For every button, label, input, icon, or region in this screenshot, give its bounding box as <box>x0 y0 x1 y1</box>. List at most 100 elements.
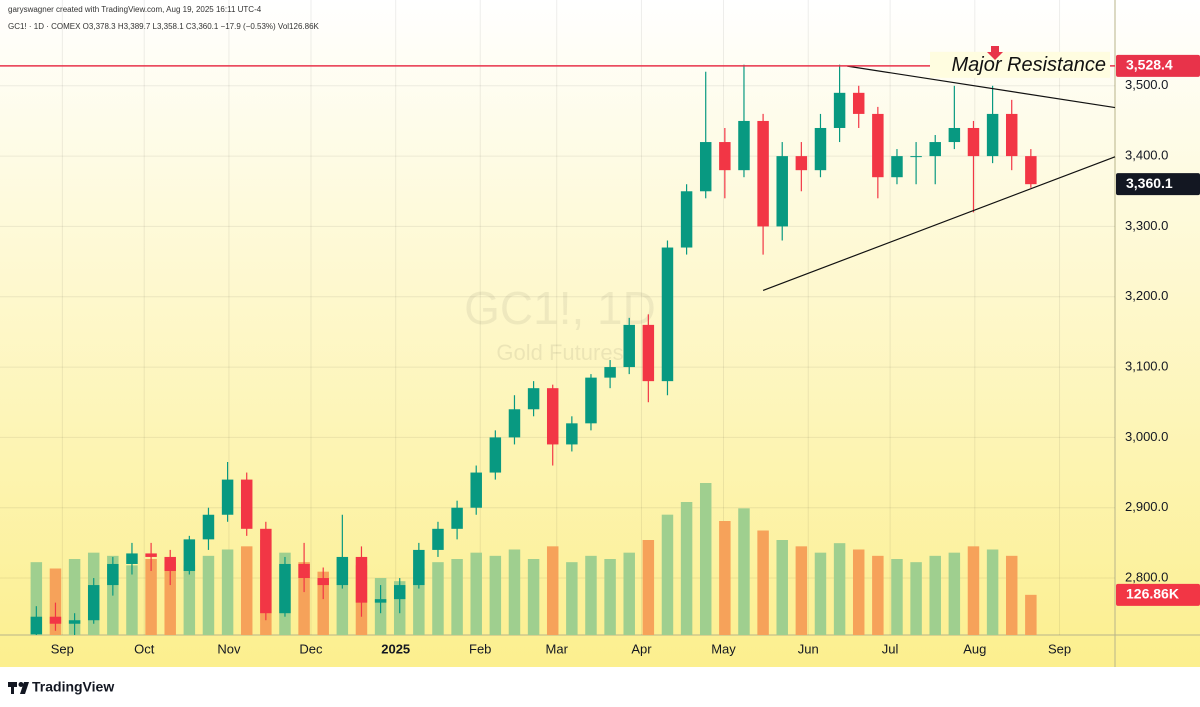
volume-bar <box>432 562 444 635</box>
volume-bar <box>68 559 81 635</box>
candle-body <box>910 156 922 158</box>
x-tick-label: Sep <box>1048 641 1071 656</box>
last-price-box <box>1116 173 1200 196</box>
y-tick-label: 2,800.0 <box>1125 569 1168 584</box>
volume-bar <box>776 540 788 635</box>
volume-bar <box>30 562 43 635</box>
candle-body <box>546 388 559 445</box>
candle-body <box>699 142 712 192</box>
volume-bar <box>126 565 138 635</box>
candle-body <box>413 549 425 586</box>
resistance-price-box <box>1116 54 1200 77</box>
volume-bar <box>164 562 176 635</box>
candle-body <box>451 507 463 529</box>
candle-body <box>279 563 291 614</box>
volume-bar <box>661 514 674 635</box>
volume-bar <box>240 546 253 635</box>
volume-bar <box>757 530 769 635</box>
volume-bar <box>795 546 808 635</box>
x-tick-label: Oct <box>134 641 155 656</box>
x-tick-label: 2025 <box>381 641 410 656</box>
candle-body <box>393 585 406 600</box>
volume-bar <box>585 555 597 635</box>
legend: GC1! · 1D · COMEX O3,378.3 H3,389.7 L3,3… <box>8 22 320 31</box>
volume-bar <box>145 559 157 635</box>
candles <box>30 64 1037 635</box>
candle-body <box>852 92 865 114</box>
volume-bar <box>929 555 941 635</box>
candle-body <box>757 120 769 227</box>
volume-bar <box>680 502 693 635</box>
y-tick-label: 2,900.0 <box>1125 499 1168 514</box>
annotation-box <box>930 51 1110 78</box>
y-tick-label: 3,500.0 <box>1125 77 1168 92</box>
x-tick-label: May <box>711 641 736 656</box>
brand-logo <box>8 682 29 694</box>
candle-body <box>814 127 827 171</box>
volume-bar <box>623 552 635 635</box>
candle-body <box>585 377 597 424</box>
volume-bar <box>317 571 329 635</box>
volume-bar <box>986 549 999 635</box>
candle-body <box>776 156 788 227</box>
x-tick-label: Jul <box>882 641 899 656</box>
volume-bar <box>336 559 349 635</box>
x-tick-label: Mar <box>546 641 569 656</box>
candle-body <box>164 556 176 572</box>
volume-bar <box>948 552 961 635</box>
candle-body <box>317 578 329 586</box>
background <box>0 0 1200 667</box>
volume-bar <box>891 559 903 635</box>
volume-bar <box>49 568 62 635</box>
volume-bar <box>527 559 540 635</box>
candle-body <box>566 423 578 445</box>
candle-body <box>929 142 941 157</box>
candle-body <box>30 616 43 635</box>
arrow-marker <box>987 46 1003 60</box>
candle-body <box>68 620 81 624</box>
candle-body <box>891 156 903 178</box>
volume-bar <box>470 552 482 635</box>
x-tick-label: Aug <box>963 641 986 656</box>
x-tick-label: Apr <box>631 641 652 656</box>
volume-bar <box>489 555 502 635</box>
x-tick-label: Sep <box>51 641 74 656</box>
candle-body <box>432 528 444 550</box>
candle-body <box>126 553 138 564</box>
volume-bar <box>1005 555 1018 635</box>
volume-bar <box>910 562 922 635</box>
candle-body <box>948 127 961 143</box>
candle-body <box>738 120 750 171</box>
last-price-label: 3,360.1 <box>1126 175 1173 191</box>
candle-body <box>527 388 540 410</box>
candle-body <box>374 599 387 603</box>
volume-bar <box>183 565 196 635</box>
candle-body <box>1005 113 1018 157</box>
volume-label: 126.86K <box>1126 586 1179 602</box>
volume-bar <box>967 546 980 635</box>
candle-body <box>680 191 693 248</box>
candle-body <box>661 247 674 382</box>
candle-body <box>967 127 980 157</box>
trendline <box>847 65 1116 109</box>
volume-bar <box>852 549 865 635</box>
candle-body <box>298 563 310 579</box>
y-tick-label: 3,400.0 <box>1125 148 1168 163</box>
candle-body <box>795 156 808 171</box>
overlays: Major Resistance 3,528.4 3,360.1 126.86K <box>0 46 1200 606</box>
volume-bar <box>1025 594 1037 635</box>
volume-label-box <box>1116 583 1200 606</box>
candle-body <box>336 556 349 586</box>
x-tick-label: Dec <box>299 641 323 656</box>
volume-bar <box>451 559 463 635</box>
candle-body <box>183 539 196 572</box>
candle-body <box>604 367 616 378</box>
resistance-price-label: 3,528.4 <box>1126 57 1173 73</box>
candle-body <box>719 142 731 171</box>
candle-body <box>1025 156 1037 185</box>
candle-body <box>49 616 62 624</box>
y-tick-label: 3,200.0 <box>1125 288 1168 303</box>
brand: TradingView <box>32 679 114 695</box>
footer <box>0 667 1200 707</box>
volume-bar <box>699 483 712 635</box>
